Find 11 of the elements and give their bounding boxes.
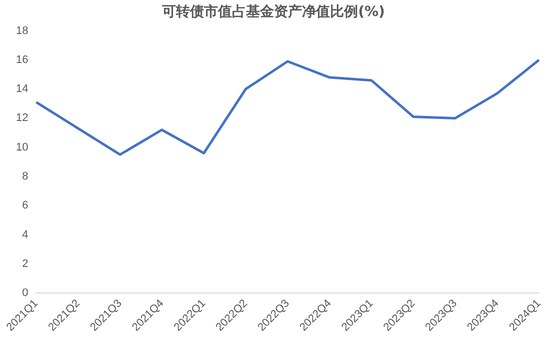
y-tick-label: 16 (16, 54, 28, 66)
y-tick-label: 6 (22, 200, 28, 212)
y-tick-label: 2 (22, 258, 28, 270)
y-tick-label: 10 (16, 141, 28, 154)
y-tick-label: 0 (22, 287, 28, 300)
y-tick-label: 8 (22, 170, 28, 182)
y-tick-label: 4 (22, 228, 28, 241)
y-tick-label: 14 (16, 83, 28, 96)
y-tick-label: 12 (16, 112, 28, 124)
y-tick-label: 18 (16, 24, 28, 37)
chart-title: 可转债市值占基金资产净值比例(%) (161, 3, 385, 20)
